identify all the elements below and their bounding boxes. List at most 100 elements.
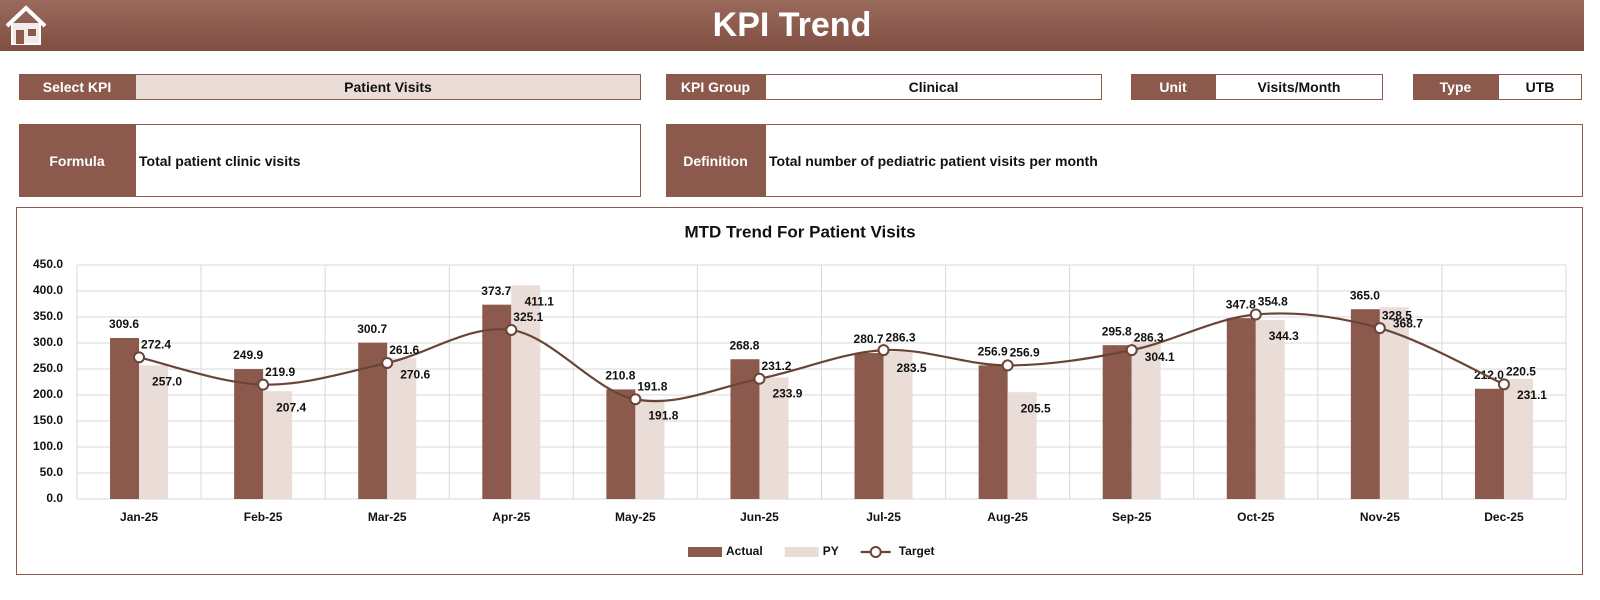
target-marker — [1001, 359, 1014, 372]
x-tick-label: Sep-25 — [1112, 510, 1152, 524]
target-marker — [505, 323, 518, 336]
legend-label: Actual — [726, 544, 763, 558]
target-marker — [629, 393, 642, 406]
data-label: 309.6 — [109, 317, 139, 331]
bar — [759, 377, 789, 499]
data-label: 328.5 — [1382, 308, 1412, 322]
bar — [1102, 345, 1132, 499]
x-tick-label: Dec-25 — [1484, 510, 1524, 524]
bar — [978, 365, 1008, 499]
y-tick-label: 450.0 — [33, 257, 63, 271]
data-label: 286.3 — [1134, 330, 1164, 344]
header-bar: KPI Trend — [0, 0, 1584, 51]
data-label: 231.2 — [761, 359, 791, 373]
data-label: 365.0 — [1350, 288, 1380, 302]
target-marker — [753, 372, 766, 385]
bar — [263, 391, 293, 499]
data-label: 249.9 — [233, 348, 263, 362]
field-label: Select KPI — [19, 74, 135, 100]
info-value: Total number of pediatric patient visits… — [765, 124, 1583, 197]
x-tick-label: May-25 — [615, 510, 656, 524]
bar — [635, 399, 665, 499]
data-label: 270.6 — [400, 367, 430, 381]
bar — [1474, 388, 1504, 499]
data-label: 191.8 — [637, 379, 667, 393]
info-label: Definition — [666, 124, 765, 197]
data-label: 256.9 — [978, 345, 1008, 359]
y-tick-label: 300.0 — [33, 335, 63, 349]
bar — [139, 365, 169, 499]
info-value: Total patient clinic visits — [135, 124, 641, 197]
bar — [387, 358, 417, 499]
bar — [1503, 378, 1533, 499]
bar — [1007, 392, 1037, 499]
legend-swatch — [869, 546, 882, 558]
x-tick-label: Feb-25 — [244, 510, 283, 524]
info-label: Formula — [19, 124, 135, 197]
field-value: Clinical — [765, 74, 1102, 100]
y-tick-label: 400.0 — [33, 283, 63, 297]
bar — [606, 389, 636, 499]
data-label: 257.0 — [152, 375, 182, 389]
data-label: 268.8 — [729, 338, 759, 352]
x-tick-label: Jul-25 — [866, 510, 901, 524]
field-value: UTB — [1498, 74, 1582, 100]
field-label: KPI Group — [666, 74, 765, 100]
target-line — [138, 312, 1505, 403]
legend-swatch — [688, 547, 722, 557]
field-label: Unit — [1131, 74, 1215, 100]
data-label: 368.7 — [1393, 316, 1423, 330]
data-label: 272.4 — [141, 338, 171, 352]
bar — [854, 353, 884, 499]
bar — [1350, 309, 1380, 499]
target-marker — [257, 378, 270, 391]
page-title: KPI Trend — [712, 6, 872, 44]
legend-swatch — [784, 547, 819, 557]
data-label: 325.1 — [513, 310, 543, 324]
field-label: Type — [1413, 74, 1498, 100]
x-tick-label: Jan-25 — [120, 510, 158, 524]
bar — [1131, 340, 1161, 499]
data-label: 191.8 — [648, 408, 678, 422]
data-label: 219.9 — [265, 365, 295, 379]
bar — [1379, 307, 1409, 499]
bar — [110, 338, 140, 499]
x-tick-label: Jun-25 — [740, 510, 779, 524]
bar — [482, 304, 512, 499]
home-icon[interactable] — [3, 4, 49, 48]
field-value: Visits/Month — [1215, 74, 1383, 100]
legend-label: PY — [823, 544, 839, 558]
data-label: 347.8 — [1226, 297, 1256, 311]
data-label: 231.1 — [1517, 388, 1547, 402]
y-tick-label: 0.0 — [46, 491, 63, 505]
target-marker — [1497, 378, 1510, 391]
target-marker — [1373, 322, 1386, 335]
data-label: 233.9 — [772, 387, 802, 401]
bar — [511, 285, 541, 499]
target-marker — [877, 344, 890, 357]
y-tick-label: 200.0 — [33, 387, 63, 401]
target-marker — [1125, 344, 1138, 357]
data-label: 212.0 — [1474, 368, 1504, 382]
data-label: 354.8 — [1258, 295, 1288, 309]
data-label: 300.7 — [357, 322, 387, 336]
data-label: 280.7 — [854, 332, 884, 346]
data-label: 261.6 — [389, 343, 419, 357]
x-tick-label: Mar-25 — [368, 510, 407, 524]
data-label: 344.3 — [1269, 329, 1299, 343]
target-marker — [1249, 308, 1262, 321]
legend-label: Target — [899, 544, 935, 558]
chart-panel — [16, 207, 1583, 575]
data-label: 283.5 — [897, 361, 927, 375]
bar — [1226, 318, 1256, 499]
y-tick-label: 150.0 — [33, 413, 63, 427]
x-tick-label: Apr-25 — [492, 510, 530, 524]
data-label: 210.8 — [605, 369, 635, 383]
field-value[interactable]: Patient Visits — [135, 74, 641, 100]
data-label: 205.5 — [1021, 401, 1051, 415]
target-marker — [381, 356, 394, 369]
bar — [1255, 319, 1285, 499]
x-tick-label: Aug-25 — [987, 510, 1028, 524]
